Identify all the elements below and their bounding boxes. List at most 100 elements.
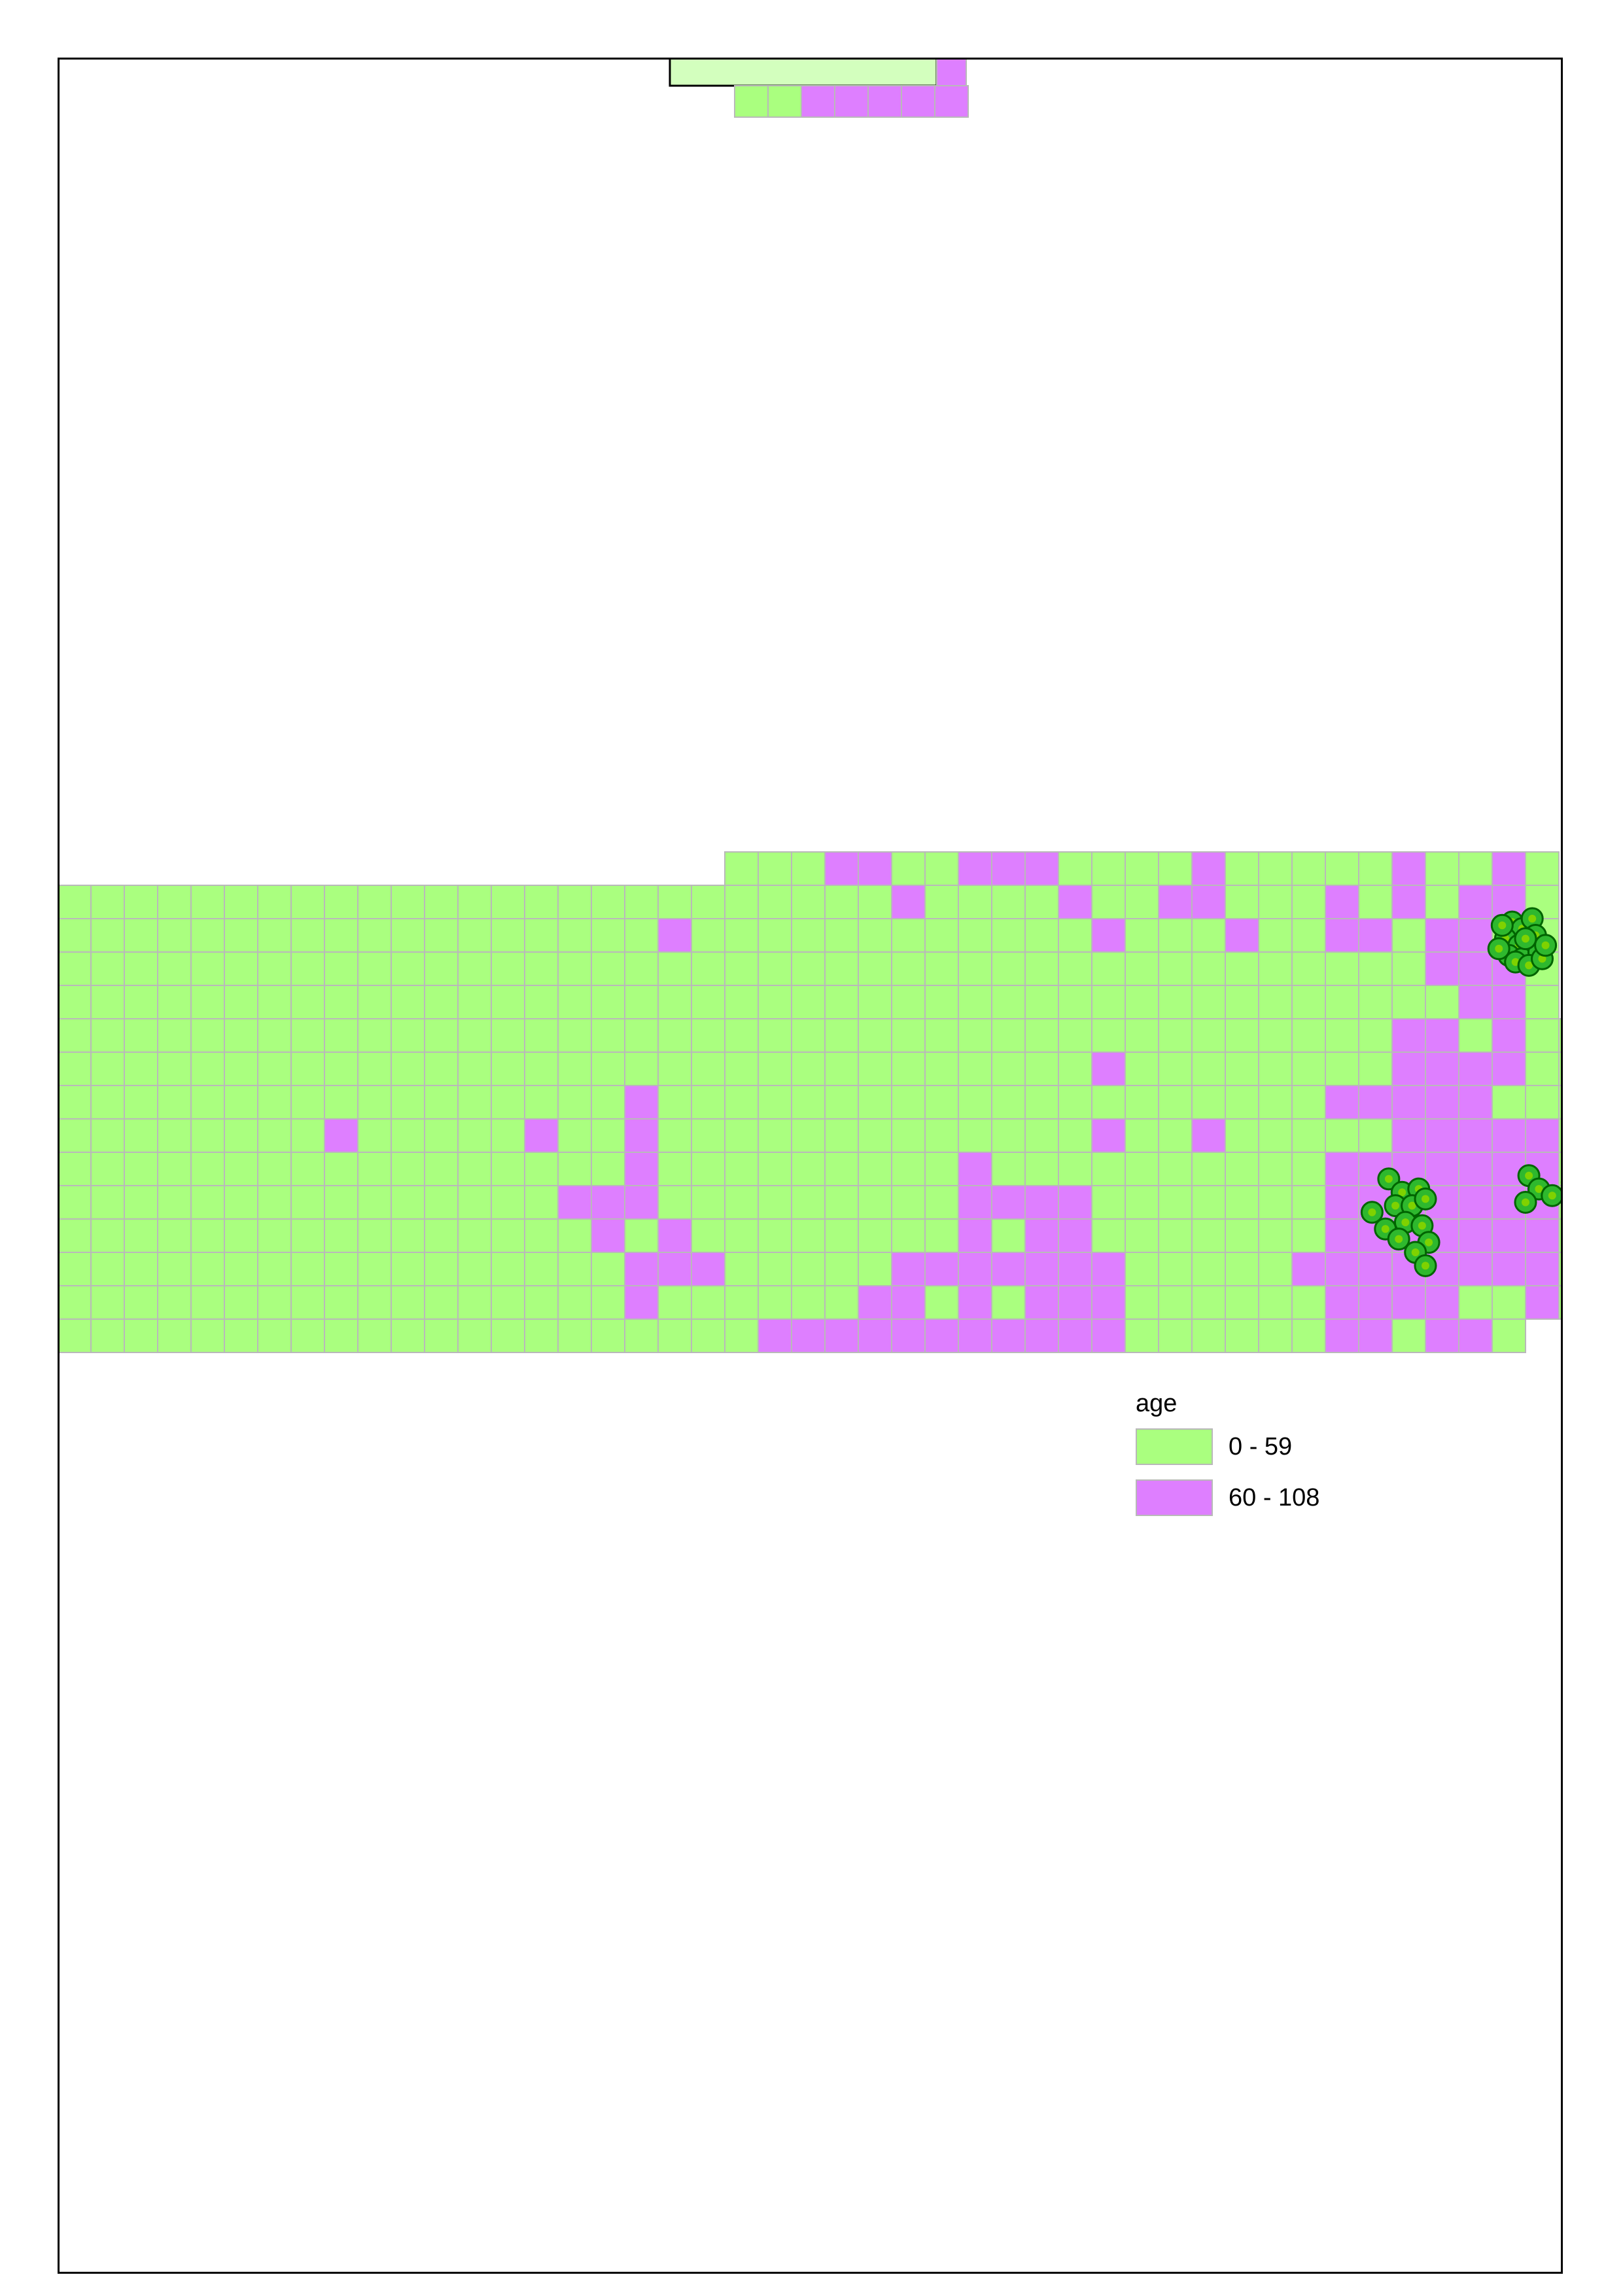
- grid-cell: [1325, 1051, 1359, 1086]
- grid-cell: [1425, 1018, 1459, 1053]
- grid-cell: [391, 1118, 425, 1153]
- grid-cell: [1091, 1252, 1126, 1286]
- grid-cell: [624, 1252, 659, 1286]
- grid-cell: [224, 1285, 258, 1320]
- grid-cell: [1125, 985, 1159, 1019]
- grid-cell: [958, 1218, 992, 1253]
- grid-cell: [424, 1085, 459, 1120]
- grid-cell: [557, 1185, 592, 1220]
- grid-cell: [1158, 885, 1193, 919]
- grid-cell: [1258, 951, 1293, 986]
- grid-cell: [858, 851, 892, 886]
- grid-cell: [1024, 1018, 1059, 1053]
- grid-cell: [1558, 1285, 1561, 1320]
- grid-cell: [357, 885, 392, 919]
- grid-cell: [1125, 1285, 1159, 1320]
- grid-cell: [924, 1185, 959, 1220]
- point-feature: [1560, 1181, 1561, 1184]
- grid-cell: [724, 1318, 759, 1353]
- grid-cell: [758, 985, 792, 1019]
- grid-cell: [1291, 918, 1326, 953]
- grid-cell: [324, 1218, 358, 1253]
- grid-cell: [491, 1018, 525, 1053]
- map-frame: [58, 58, 1563, 2274]
- grid-cell: [958, 951, 992, 986]
- grid-cell: [90, 885, 125, 919]
- grid-cell: [1258, 1252, 1293, 1286]
- grid-cell: [524, 951, 559, 986]
- grid-cell: [1125, 918, 1159, 953]
- grid-cell: [457, 985, 492, 1019]
- grid-cell: [557, 1285, 592, 1320]
- legend-label-class-1: 0 - 59: [1229, 1432, 1293, 1460]
- grid-cell: [224, 1085, 258, 1120]
- grid-cell: [1258, 1318, 1293, 1353]
- grid-cell: [758, 1152, 792, 1186]
- grid-cell: [624, 951, 659, 986]
- grid-cell: [591, 1218, 625, 1253]
- grid-cell: [124, 1152, 158, 1186]
- grid-cell: [1091, 1318, 1126, 1353]
- point-feature-center: [1395, 1235, 1403, 1243]
- grid-cell: [1058, 885, 1092, 919]
- grid-cell: [1391, 851, 1426, 886]
- grid-cell: [524, 918, 559, 953]
- grid-cell: [1258, 1185, 1293, 1220]
- grid-cell: [591, 951, 625, 986]
- point-feature-center: [1528, 915, 1537, 923]
- grid-cell: [1525, 1085, 1560, 1120]
- grid-cell: [357, 1018, 392, 1053]
- grid-cell: [324, 951, 358, 986]
- grid-cell: [457, 1285, 492, 1320]
- grid-cell: [391, 1252, 425, 1286]
- grid-cell: [824, 1285, 859, 1320]
- grid-cell: [60, 1252, 92, 1286]
- grid-cell: [924, 1118, 959, 1153]
- map-canvas: [60, 60, 1561, 1353]
- grid-cell: [1558, 1051, 1561, 1086]
- grid-cell: [657, 951, 692, 986]
- grid-cell: [457, 1252, 492, 1286]
- grid-cell: [1225, 918, 1259, 953]
- grid-cell: [357, 918, 392, 953]
- grid-cell: [290, 1085, 325, 1120]
- grid-cell: [1391, 1085, 1426, 1120]
- grid-cell: [1291, 1018, 1326, 1053]
- grid-cell: [224, 918, 258, 953]
- grid-cell: [991, 1152, 1026, 1186]
- grid-cell: [157, 1218, 192, 1253]
- grid-cell: [1358, 951, 1393, 986]
- grid-cell: [657, 1152, 692, 1186]
- grid-cell: [724, 1152, 759, 1186]
- grid-cell: [557, 1152, 592, 1186]
- grid-cell: [60, 1018, 92, 1053]
- grid-cell: [324, 1051, 358, 1086]
- grid-cell: [791, 985, 826, 1019]
- grid-cell: [60, 1118, 92, 1153]
- grid-cell: [1191, 1118, 1226, 1153]
- grid-cell: [60, 1051, 92, 1086]
- grid-cell: [157, 1018, 192, 1053]
- grid-cell: [1291, 1118, 1326, 1153]
- grid-cell: [124, 1285, 158, 1320]
- grid-cell: [324, 1185, 358, 1220]
- grid-cell: [1458, 1285, 1493, 1320]
- grid-cell: [591, 1285, 625, 1320]
- grid-cell: [1024, 1118, 1059, 1153]
- grid-cell: [1291, 1051, 1326, 1086]
- grid-cell: [190, 1285, 225, 1320]
- grid-cell: [224, 1185, 258, 1220]
- grid-cell: [657, 1218, 692, 1253]
- grid-cell: [791, 918, 826, 953]
- grid-cell: [924, 1085, 959, 1120]
- grid-cell: [1458, 885, 1493, 919]
- grid-cell: [1125, 851, 1159, 886]
- grid-cell: [1391, 1318, 1426, 1353]
- grid-cell: [424, 1185, 459, 1220]
- grid-cell: [691, 1185, 725, 1220]
- grid-cell: [1291, 985, 1326, 1019]
- grid-cell: [1358, 1285, 1393, 1320]
- grid-cell: [891, 1018, 926, 1053]
- grid-cell: [824, 1185, 859, 1220]
- grid-cell: [257, 1285, 292, 1320]
